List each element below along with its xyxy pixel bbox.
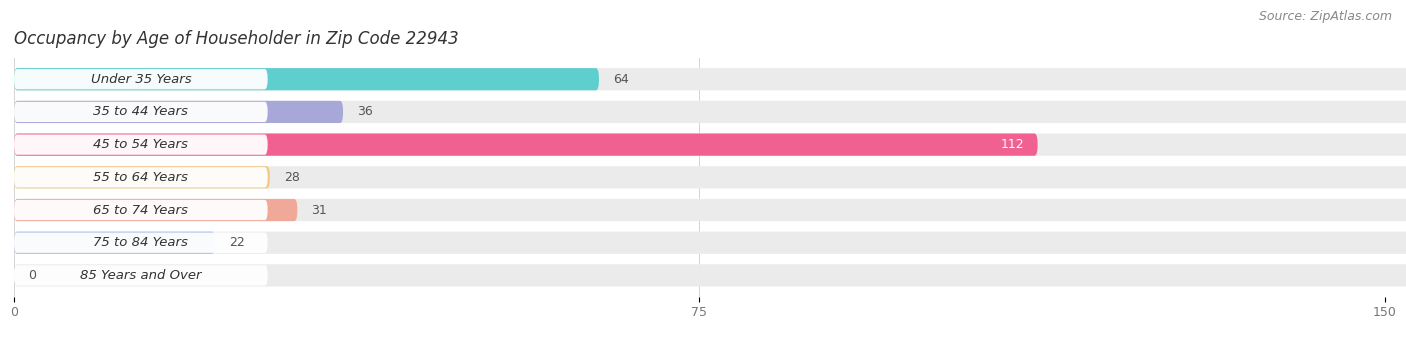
Text: 55 to 64 Years: 55 to 64 Years [93,171,188,184]
Text: 28: 28 [284,171,299,184]
FancyBboxPatch shape [14,199,1406,221]
FancyBboxPatch shape [14,134,1038,156]
FancyBboxPatch shape [14,101,1406,123]
FancyBboxPatch shape [14,166,270,189]
FancyBboxPatch shape [14,233,267,253]
FancyBboxPatch shape [14,68,599,90]
Text: 31: 31 [311,204,326,217]
Text: 85 Years and Over: 85 Years and Over [80,269,201,282]
FancyBboxPatch shape [14,134,1406,156]
FancyBboxPatch shape [14,68,1406,90]
Text: 35 to 44 Years: 35 to 44 Years [93,105,188,118]
Text: 36: 36 [357,105,373,118]
Text: 64: 64 [613,73,628,86]
FancyBboxPatch shape [14,102,267,122]
Text: Under 35 Years: Under 35 Years [90,73,191,86]
Text: 22: 22 [229,236,245,249]
FancyBboxPatch shape [14,265,267,285]
FancyBboxPatch shape [14,232,1406,254]
Text: 65 to 74 Years: 65 to 74 Years [93,204,188,217]
FancyBboxPatch shape [14,167,267,188]
FancyBboxPatch shape [14,200,267,220]
FancyBboxPatch shape [14,232,215,254]
FancyBboxPatch shape [14,69,267,89]
FancyBboxPatch shape [14,101,343,123]
Text: 75 to 84 Years: 75 to 84 Years [93,236,188,249]
FancyBboxPatch shape [14,264,1406,286]
Text: Occupancy by Age of Householder in Zip Code 22943: Occupancy by Age of Householder in Zip C… [14,30,458,48]
FancyBboxPatch shape [14,134,267,155]
Text: 0: 0 [28,269,35,282]
FancyBboxPatch shape [14,166,1406,189]
Text: 112: 112 [1000,138,1024,151]
Text: 45 to 54 Years: 45 to 54 Years [93,138,188,151]
FancyBboxPatch shape [14,199,298,221]
Text: Source: ZipAtlas.com: Source: ZipAtlas.com [1258,10,1392,23]
